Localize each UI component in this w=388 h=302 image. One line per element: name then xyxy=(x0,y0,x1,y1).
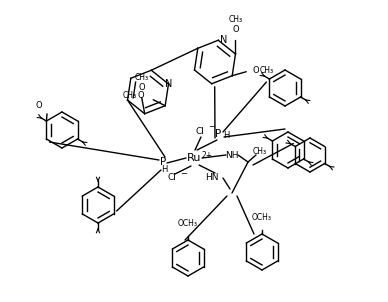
Text: O: O xyxy=(36,101,42,110)
Text: CH₃: CH₃ xyxy=(135,73,149,82)
Text: CH₃: CH₃ xyxy=(122,91,136,100)
Text: N: N xyxy=(220,35,227,45)
Text: P: P xyxy=(160,157,166,167)
Text: −: − xyxy=(180,169,187,178)
Text: OCH₃: OCH₃ xyxy=(252,214,272,223)
Text: N: N xyxy=(165,79,172,89)
Text: P: P xyxy=(215,129,221,139)
Text: −: − xyxy=(208,122,215,131)
Text: 2+: 2+ xyxy=(201,152,212,160)
Text: H: H xyxy=(223,130,229,140)
Text: O: O xyxy=(253,66,260,75)
Text: HN: HN xyxy=(205,174,219,182)
Text: CH₃: CH₃ xyxy=(229,15,242,24)
Text: O: O xyxy=(232,25,239,34)
Text: Cl: Cl xyxy=(196,127,204,137)
Text: CH₃: CH₃ xyxy=(253,147,267,156)
Text: CH₃: CH₃ xyxy=(259,66,273,75)
Text: Cl: Cl xyxy=(168,174,177,182)
Text: Ru: Ru xyxy=(187,153,201,163)
Text: H: H xyxy=(161,165,167,175)
Text: O: O xyxy=(139,83,145,92)
Text: OCH₃: OCH₃ xyxy=(178,220,198,229)
Text: NH: NH xyxy=(225,150,239,159)
Text: O: O xyxy=(138,91,144,100)
